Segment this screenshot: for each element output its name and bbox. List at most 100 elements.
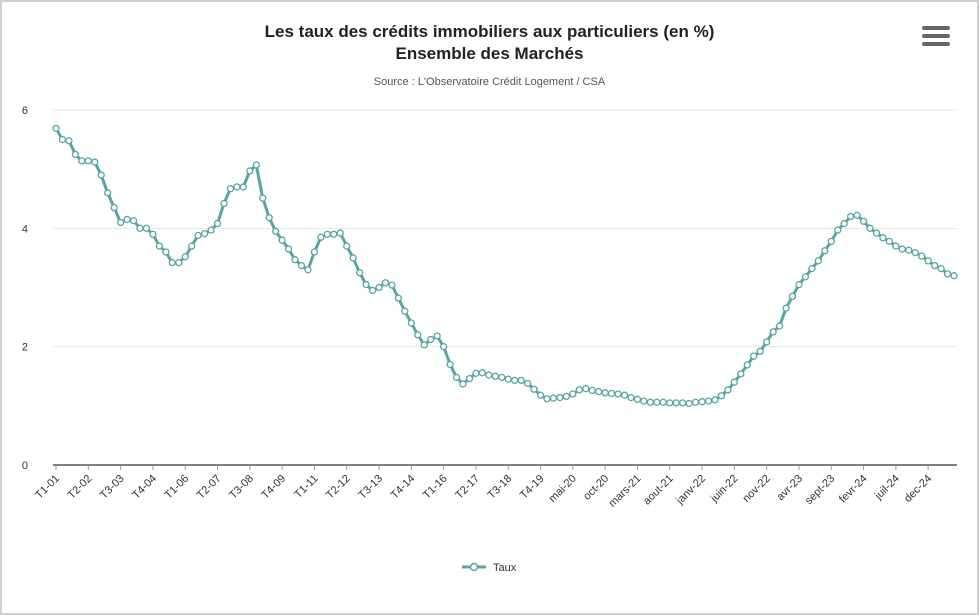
data-point[interactable]	[898, 245, 906, 253]
data-point[interactable]	[504, 375, 512, 383]
data-point[interactable]	[769, 328, 777, 336]
data-point[interactable]	[58, 135, 67, 144]
data-point[interactable]	[562, 392, 571, 401]
data-point[interactable]	[666, 399, 674, 407]
data-point[interactable]	[323, 230, 331, 238]
data-point[interactable]	[834, 226, 842, 234]
data-point[interactable]	[394, 294, 403, 302]
hamburger-menu-icon[interactable]	[922, 26, 950, 50]
data-point[interactable]	[207, 226, 215, 234]
data-point[interactable]	[704, 397, 713, 405]
data-point[interactable]	[853, 211, 861, 219]
data-point[interactable]	[762, 338, 771, 346]
data-point[interactable]	[918, 252, 926, 260]
data-point[interactable]	[420, 341, 428, 349]
data-point[interactable]	[582, 385, 590, 393]
data-point[interactable]	[556, 393, 564, 402]
data-point[interactable]	[756, 347, 764, 356]
data-point[interactable]	[633, 395, 642, 403]
data-point[interactable]	[905, 246, 913, 254]
data-point[interactable]	[607, 389, 616, 398]
data-point[interactable]	[627, 393, 635, 402]
data-point[interactable]	[381, 279, 390, 287]
data-point[interactable]	[297, 261, 306, 270]
data-point[interactable]	[950, 272, 958, 280]
data-point[interactable]	[536, 391, 545, 399]
data-point[interactable]	[439, 343, 448, 351]
data-point[interactable]	[343, 242, 351, 250]
data-point[interactable]	[433, 332, 441, 340]
data-point[interactable]	[278, 236, 286, 244]
data-point[interactable]	[407, 319, 415, 327]
data-point[interactable]	[672, 399, 680, 407]
data-point[interactable]	[620, 391, 629, 399]
data-point[interactable]	[511, 376, 519, 385]
data-point[interactable]	[265, 214, 273, 222]
data-point[interactable]	[885, 237, 894, 246]
data-point[interactable]	[808, 264, 816, 273]
data-point[interactable]	[930, 261, 939, 270]
data-point[interactable]	[472, 369, 480, 377]
data-point[interactable]	[530, 385, 538, 393]
data-point[interactable]	[226, 185, 235, 193]
data-point[interactable]	[446, 360, 454, 369]
data-point[interactable]	[750, 352, 758, 360]
data-point[interactable]	[181, 253, 189, 261]
data-point[interactable]	[91, 158, 99, 166]
data-point[interactable]	[595, 387, 603, 396]
data-point[interactable]	[549, 394, 558, 402]
data-point[interactable]	[866, 224, 874, 232]
data-point[interactable]	[743, 361, 751, 369]
data-point[interactable]	[653, 398, 661, 406]
data-point[interactable]	[679, 399, 687, 407]
data-point[interactable]	[846, 212, 855, 221]
data-point[interactable]	[162, 248, 170, 256]
data-point[interactable]	[246, 167, 254, 175]
data-point[interactable]	[213, 219, 222, 228]
legend[interactable]: Taux	[462, 562, 517, 574]
data-point[interactable]	[840, 219, 848, 228]
data-point[interactable]	[220, 199, 228, 208]
data-point[interactable]	[97, 171, 105, 179]
data-point[interactable]	[330, 230, 338, 238]
data-point[interactable]	[362, 280, 370, 289]
data-point[interactable]	[116, 218, 125, 227]
data-point[interactable]	[924, 257, 932, 265]
data-point[interactable]	[691, 398, 700, 406]
data-point[interactable]	[640, 397, 648, 405]
data-point[interactable]	[375, 283, 383, 292]
data-point[interactable]	[730, 378, 738, 386]
data-point[interactable]	[614, 390, 622, 398]
data-point[interactable]	[821, 247, 829, 255]
data-point[interactable]	[168, 258, 176, 267]
data-point[interactable]	[575, 386, 583, 394]
data-point[interactable]	[491, 372, 499, 380]
data-point[interactable]	[523, 379, 532, 388]
data-point[interactable]	[569, 390, 577, 398]
data-point[interactable]	[879, 234, 887, 242]
data-point[interactable]	[110, 203, 118, 212]
data-point[interactable]	[129, 216, 138, 225]
data-point[interactable]	[123, 215, 131, 224]
data-point[interactable]	[194, 231, 202, 240]
data-point[interactable]	[233, 183, 241, 191]
data-point[interactable]	[459, 380, 467, 388]
data-point[interactable]	[142, 224, 151, 232]
data-point[interactable]	[336, 229, 344, 237]
data-point[interactable]	[149, 230, 157, 238]
data-point[interactable]	[465, 374, 474, 383]
data-point[interactable]	[52, 124, 60, 132]
data-point[interactable]	[775, 322, 784, 330]
data-point[interactable]	[136, 224, 144, 232]
data-point[interactable]	[478, 369, 487, 377]
data-point[interactable]	[310, 248, 319, 256]
data-point[interactable]	[401, 307, 409, 315]
data-point[interactable]	[155, 242, 164, 250]
data-point[interactable]	[859, 217, 868, 225]
data-point[interactable]	[543, 395, 551, 403]
data-point[interactable]	[78, 157, 86, 165]
data-point[interactable]	[452, 373, 461, 382]
data-point[interactable]	[188, 242, 196, 250]
data-point[interactable]	[717, 392, 726, 400]
data-point[interactable]	[284, 245, 293, 253]
